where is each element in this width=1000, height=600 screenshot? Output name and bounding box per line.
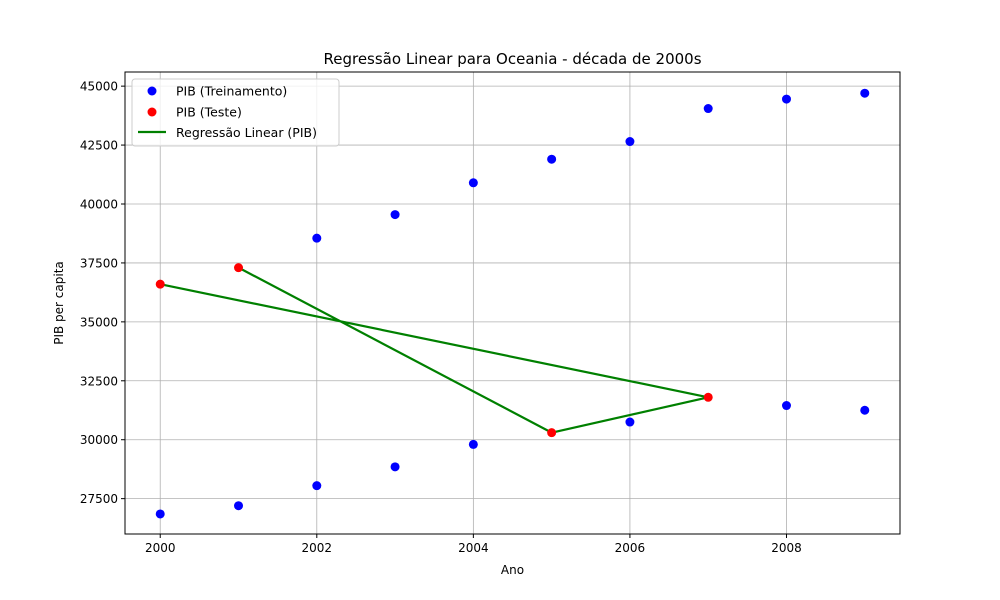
legend-label-train: PIB (Treinamento) xyxy=(176,84,287,99)
train-point xyxy=(781,94,791,104)
y-tick-label: 27500 xyxy=(80,492,118,506)
train-point xyxy=(703,104,713,114)
x-tick-label: 2006 xyxy=(615,541,646,555)
train-point xyxy=(155,509,165,519)
legend-label-regression: Regressão Linear (PIB) xyxy=(176,125,317,140)
y-tick-label: 30000 xyxy=(80,433,118,447)
y-tick-label: 32500 xyxy=(80,374,118,388)
x-tick-label: 2004 xyxy=(458,541,489,555)
x-tick-label: 2000 xyxy=(145,541,176,555)
test-point xyxy=(547,428,557,438)
legend-label-test: PIB (Teste) xyxy=(176,105,242,120)
y-tick-label: 45000 xyxy=(80,80,118,94)
train-point xyxy=(860,405,870,415)
train-point xyxy=(468,439,478,449)
train-point xyxy=(390,210,400,220)
chart-title: Regressão Linear para Oceania - década d… xyxy=(323,50,701,68)
y-tick-label: 42500 xyxy=(80,139,118,153)
test-point xyxy=(703,392,713,402)
train-point xyxy=(781,401,791,411)
plot-frame xyxy=(124,71,901,535)
train-point xyxy=(547,154,557,164)
train-point xyxy=(625,137,635,147)
y-axis-label: PIB per capita xyxy=(52,261,66,345)
train-point xyxy=(312,233,322,243)
regression-layer xyxy=(160,266,710,434)
legend-box xyxy=(131,78,340,147)
legend-marker-test xyxy=(147,107,157,117)
x-tick-label: 2002 xyxy=(302,541,333,555)
legend: PIB (Treinamento) PIB (Teste) Regressão … xyxy=(131,78,340,147)
legend-marker-train xyxy=(147,86,157,96)
train-point xyxy=(312,481,322,491)
test-point xyxy=(155,279,165,289)
y-tick-label: 37500 xyxy=(80,256,118,270)
ticks: 2000 2002 2004 2006 2008 27500 30000 32500 35000… xyxy=(80,80,802,555)
x-tick-label: 2008 xyxy=(771,541,802,555)
train-point xyxy=(390,462,400,472)
train-point xyxy=(468,178,478,188)
y-tick-label: 40000 xyxy=(80,198,118,212)
y-tick-label: 35000 xyxy=(80,315,118,329)
train-point xyxy=(860,88,870,98)
points-layer xyxy=(155,88,870,519)
train-point xyxy=(625,417,635,427)
x-axis-label: Ano xyxy=(501,563,524,577)
test-point xyxy=(234,263,244,273)
train-point xyxy=(234,501,244,511)
regression-line xyxy=(160,266,710,434)
